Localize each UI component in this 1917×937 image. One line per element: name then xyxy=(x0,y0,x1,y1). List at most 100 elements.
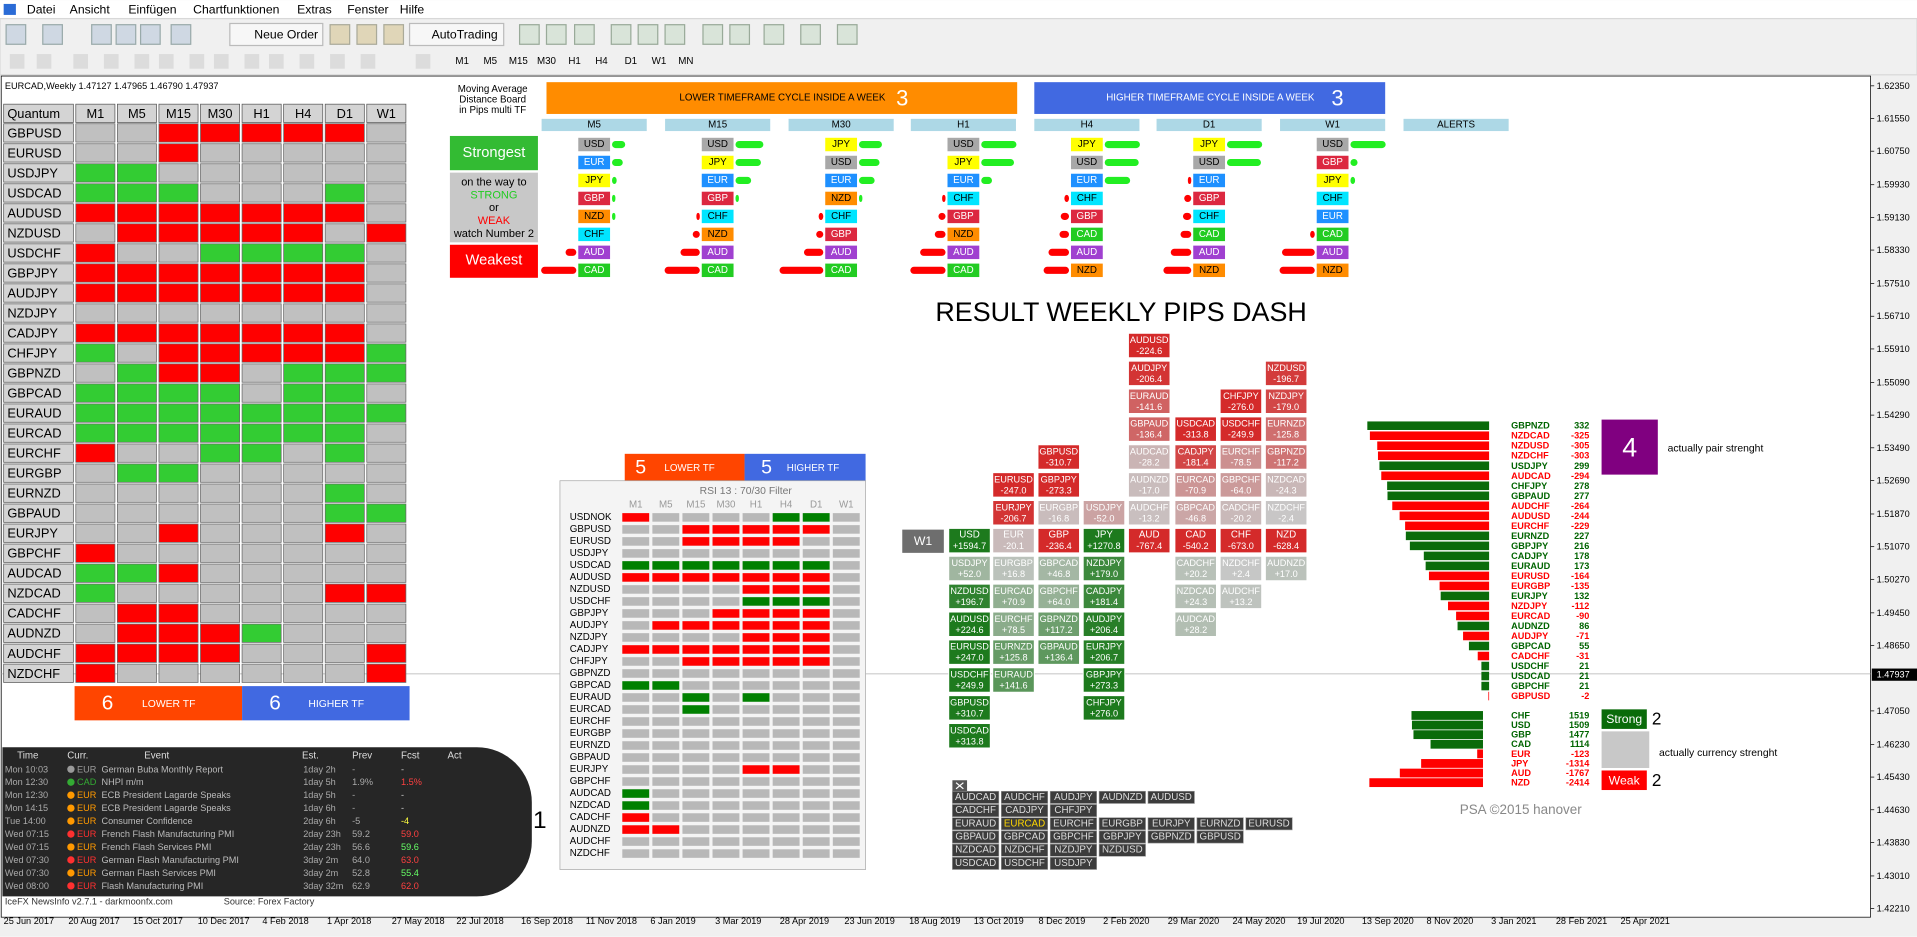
pair-button[interactable] xyxy=(1098,830,1146,844)
pair-button-label[interactable]: USDCHF xyxy=(1004,858,1045,869)
timeframe-button[interactable]: M30 xyxy=(537,56,557,67)
toolbar-button[interactable] xyxy=(664,24,686,45)
pair-button[interactable] xyxy=(1049,817,1097,831)
toolbar-button[interactable] xyxy=(356,24,378,45)
pair-button[interactable] xyxy=(952,843,1000,857)
toolbar-button[interactable] xyxy=(545,24,567,45)
toolbar-button[interactable] xyxy=(518,24,540,45)
pair-button[interactable] xyxy=(952,817,1000,831)
pair-button[interactable] xyxy=(1147,830,1195,844)
pair-button[interactable] xyxy=(1049,856,1097,870)
pair-button-label[interactable]: GBPUSD xyxy=(1200,831,1241,842)
pair-button-label[interactable]: NZDUSD xyxy=(1102,845,1143,856)
new-order-button[interactable] xyxy=(229,22,324,47)
pair-button[interactable] xyxy=(1098,790,1146,804)
toolbar-button[interactable] xyxy=(5,24,27,45)
pair-button[interactable] xyxy=(952,790,1000,804)
pair-button-label[interactable]: NZDCAD xyxy=(955,845,996,856)
pair-button[interactable] xyxy=(1000,843,1049,857)
tool-icon[interactable] xyxy=(330,54,345,69)
pair-button-label[interactable]: EURUSD xyxy=(1248,818,1289,829)
pair-button[interactable] xyxy=(1000,817,1049,831)
pair-button-label[interactable]: AUDUSD xyxy=(1151,792,1192,803)
pair-button-label[interactable]: AUDNZD xyxy=(1102,792,1143,803)
toolbar-button[interactable] xyxy=(42,24,63,45)
pair-button-label[interactable]: AUDJPY xyxy=(1054,792,1093,803)
pair-button-label[interactable]: GBPCHF xyxy=(1053,831,1094,842)
pair-button-label[interactable]: GBPNZD xyxy=(1151,831,1192,842)
toolbar-button[interactable] xyxy=(115,24,137,45)
toolbar-button[interactable] xyxy=(170,24,192,45)
pair-button[interactable] xyxy=(1196,817,1244,831)
pair-button-label[interactable]: NZDCHF xyxy=(1004,845,1044,856)
autotrading-button[interactable] xyxy=(408,22,505,47)
pair-button-label[interactable]: EURCHF xyxy=(1053,818,1094,829)
pair-button-label[interactable]: CADCHF xyxy=(955,805,996,816)
tool-icon[interactable] xyxy=(213,54,229,69)
pair-button[interactable] xyxy=(1147,817,1195,831)
toolbar-button[interactable] xyxy=(800,24,821,45)
timeframe-button[interactable]: M5 xyxy=(483,56,497,67)
menu-item[interactable]: Hilfe xyxy=(400,2,425,16)
toolbar-button[interactable] xyxy=(610,24,632,45)
pair-button-label[interactable]: NZDJPY xyxy=(1054,845,1092,856)
tool-icon[interactable] xyxy=(73,54,89,69)
pair-button-label[interactable]: GBPCAD xyxy=(1004,831,1045,842)
pair-button-label[interactable]: AUDCAD xyxy=(955,792,996,803)
toolbar-button[interactable] xyxy=(729,24,751,45)
pair-button[interactable] xyxy=(952,830,1000,844)
timeframe-button[interactable]: M15 xyxy=(509,56,529,67)
toolbar-button[interactable] xyxy=(702,24,724,45)
menu-item[interactable]: Ansicht xyxy=(70,2,111,16)
pair-button-label[interactable]: USDCAD xyxy=(955,858,996,869)
timeframe-button[interactable]: H4 xyxy=(595,56,608,67)
pair-button-label[interactable]: EURAUD xyxy=(955,818,996,829)
pair-button-label[interactable]: EURNZD xyxy=(1200,818,1241,829)
toolbar-button[interactable] xyxy=(573,24,595,45)
pair-button-label[interactable]: CHFJPY xyxy=(1054,805,1092,816)
tool-icon[interactable] xyxy=(158,54,174,69)
pair-button[interactable] xyxy=(1049,843,1097,857)
toolbar-button[interactable] xyxy=(836,24,858,45)
pair-button[interactable] xyxy=(1049,830,1097,844)
pair-button[interactable] xyxy=(1098,843,1146,857)
timeframe-button[interactable]: W1 xyxy=(652,56,667,67)
autotrading-label[interactable]: AutoTrading xyxy=(432,27,498,41)
tool-icon[interactable] xyxy=(103,54,119,69)
toolbar-button[interactable] xyxy=(637,24,659,45)
new-order-label[interactable]: Neue Order xyxy=(254,27,318,41)
pair-button[interactable] xyxy=(952,804,1000,817)
timeframe-button[interactable]: M1 xyxy=(455,56,469,67)
pair-button[interactable] xyxy=(1147,790,1195,804)
toolbar-button[interactable] xyxy=(91,24,112,45)
tool-icon[interactable] xyxy=(268,54,284,69)
tool-icon[interactable] xyxy=(189,54,205,69)
pair-button-label[interactable]: GBPAUD xyxy=(955,831,996,842)
menu-item[interactable]: Einfügen xyxy=(128,2,176,16)
toolbar-button[interactable] xyxy=(329,24,351,45)
tool-icon[interactable] xyxy=(9,54,25,69)
menu-item[interactable]: Datei xyxy=(27,2,56,16)
tool-icon[interactable] xyxy=(415,54,431,69)
toolbar-button[interactable] xyxy=(383,24,405,45)
tool-icon[interactable] xyxy=(299,54,315,69)
pair-button-label[interactable]: AUDCHF xyxy=(1004,792,1045,803)
menu-item[interactable]: Extras xyxy=(297,2,332,16)
pair-button-label[interactable]: CADJPY xyxy=(1005,805,1044,816)
pair-button[interactable] xyxy=(1000,804,1049,817)
pair-button[interactable] xyxy=(1000,790,1049,804)
pair-button-label[interactable]: EURGBP xyxy=(1102,818,1143,829)
timeframe-button[interactable]: D1 xyxy=(625,56,637,67)
timeframe-button[interactable]: H1 xyxy=(568,56,580,67)
tool-icon[interactable] xyxy=(134,54,150,69)
toolbar-button[interactable] xyxy=(763,24,785,45)
tool-icon[interactable] xyxy=(36,54,52,69)
tool-icon[interactable] xyxy=(244,54,260,69)
timeframe-button[interactable]: MN xyxy=(678,56,693,67)
menu-item[interactable]: Chartfunktionen xyxy=(193,2,279,16)
pair-button[interactable] xyxy=(952,856,1000,870)
pair-button[interactable] xyxy=(1098,817,1146,831)
pair-button-label[interactable]: USDJPY xyxy=(1054,858,1093,869)
pair-button[interactable] xyxy=(1000,856,1049,870)
pair-button[interactable] xyxy=(1245,817,1293,831)
